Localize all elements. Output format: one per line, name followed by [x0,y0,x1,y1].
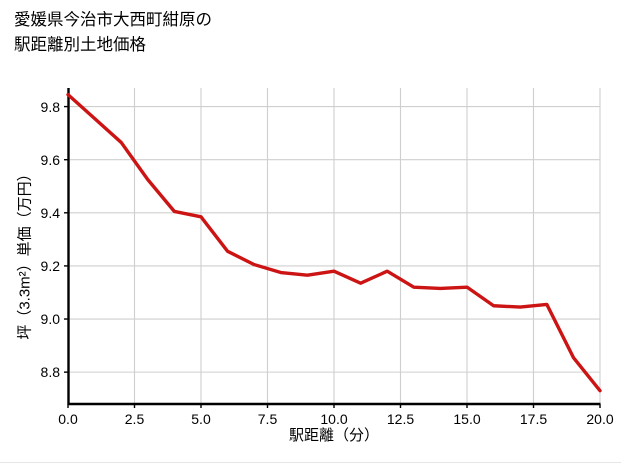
y-tick-label: 9.6 [40,151,60,168]
x-tick-label: 10.0 [320,411,348,427]
x-tick-label: 2.5 [124,411,145,427]
gridlines [67,88,601,404]
x-tick-label: 12.5 [386,411,415,427]
tick-marks [64,105,601,408]
x-tick-label: 7.5 [257,411,278,427]
y-tick-label: 9.8 [40,98,60,115]
x-tick-label: 20.0 [586,411,614,427]
price-line-series [66,92,602,393]
x-tick-label: 15.0 [453,411,481,427]
y-tick-label: 9.4 [40,204,60,221]
y-tick-label: 9.0 [40,311,60,328]
y-tick-label: 9.2 [40,257,60,274]
chart-title: 愛媛県今治市大西町紺原の 駅距離別土地価格 [14,11,212,54]
x-tick-label: 17.5 [519,411,548,427]
x-tick-label: 5.0 [191,411,211,427]
x-axis-title: 駅距離（分） [288,427,380,444]
figure-bottom-divider [0,462,621,463]
y-tick-label: 8.8 [40,364,60,381]
y-axis-title: 坪（3.3m²）単価（万円） [16,166,34,340]
x-tick-label: 0.0 [58,411,78,427]
